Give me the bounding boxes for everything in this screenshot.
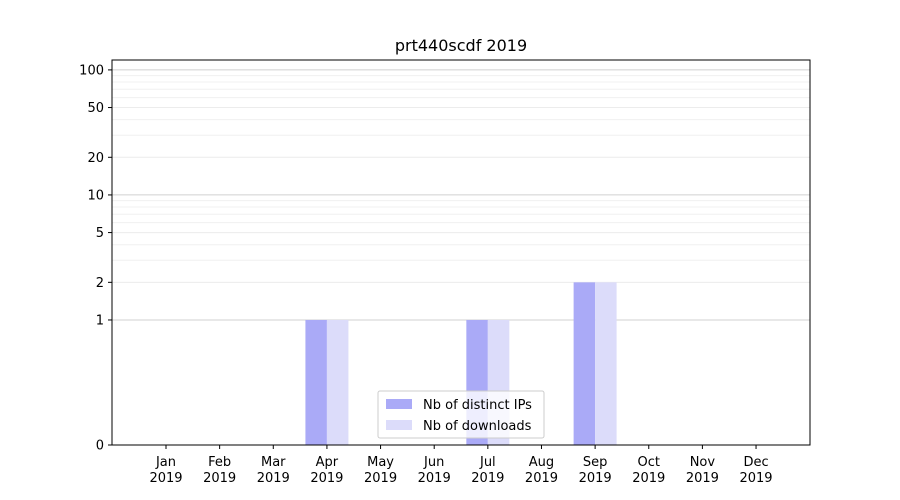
x-tick-label: Jul 2019 (471, 455, 504, 486)
x-tick-label: Feb 2019 (203, 455, 236, 486)
y-tick-label: 50 (87, 101, 104, 116)
legend-box (377, 390, 545, 439)
x-axis: Jan 2019 Feb 2019 Mar 2019 Apr 2019 May 2019 Jun 20… (149, 445, 773, 486)
legend: Nb of distinct IPs Nb of downloads (377, 390, 545, 439)
y-tick-label: 1 (96, 313, 104, 328)
chart-title: prt440scdf 2019 (395, 36, 527, 55)
bar-layer (305, 282, 617, 445)
grid-layer (112, 69, 810, 321)
y-tick-label: 2 (96, 276, 104, 291)
y-tick-label: 5 (96, 226, 104, 241)
x-tick-label: Mar 2019 (257, 455, 290, 486)
bar-downloads (326, 319, 349, 445)
y-tick-label: 10 (87, 188, 104, 203)
legend-label-distinct-ips: Nb of distinct IPs (423, 398, 532, 413)
x-tick-label: Oct 2019 (632, 455, 665, 486)
bar-downloads (595, 282, 617, 445)
x-tick-label: Jun 2019 (418, 455, 451, 486)
bar-distinct-ips (305, 319, 327, 445)
x-tick-label: Apr 2019 (310, 455, 343, 486)
legend-label-downloads: Nb of downloads (423, 419, 532, 434)
y-axis: 0 1 2 5 10 20 50 100 (79, 63, 112, 454)
x-tick-label: Aug 2019 (525, 455, 558, 486)
legend-swatch-distinct-ips (386, 399, 412, 409)
y-tick-label: 20 (87, 151, 104, 166)
x-tick-label: Dec 2019 (739, 455, 772, 486)
plot-frame (111, 59, 811, 446)
y-tick-label: 100 (79, 63, 104, 78)
x-tick-label: Nov 2019 (686, 455, 719, 486)
bar-distinct-ips (573, 282, 596, 445)
x-tick-label: Sep 2019 (579, 455, 612, 486)
legend-swatch-downloads (386, 420, 412, 430)
x-tick-label: May 2019 (364, 455, 397, 486)
y-tick-label: 0 (96, 439, 104, 454)
x-tick-label: Jan 2019 (149, 455, 182, 486)
